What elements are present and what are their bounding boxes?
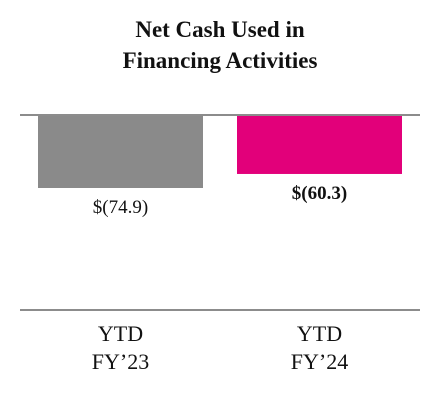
x-tick-label-line-1: YTD	[97, 321, 144, 346]
x-tick-label-ytd-fy23: YTD FY’23	[38, 320, 203, 376]
bar-ytd-fy23	[38, 116, 203, 188]
chart-title-line-1: Net Cash Used in	[135, 17, 305, 42]
data-label-ytd-fy23: $(74.9)	[93, 197, 148, 218]
data-label-ytd-fy24: $(60.3)	[292, 183, 347, 204]
bar-ytd-fy24	[237, 116, 402, 174]
chart-title: Net Cash Used in Financing Activities	[0, 14, 440, 76]
x-tick-label-ytd-fy24: YTD FY’24	[237, 320, 402, 376]
x-tick-label-line-1: YTD	[296, 321, 343, 346]
chart-title-line-2: Financing Activities	[122, 48, 318, 73]
x-tick-label-line-2: FY’24	[290, 349, 349, 374]
x-tick-label-line-2: FY’23	[91, 349, 150, 374]
